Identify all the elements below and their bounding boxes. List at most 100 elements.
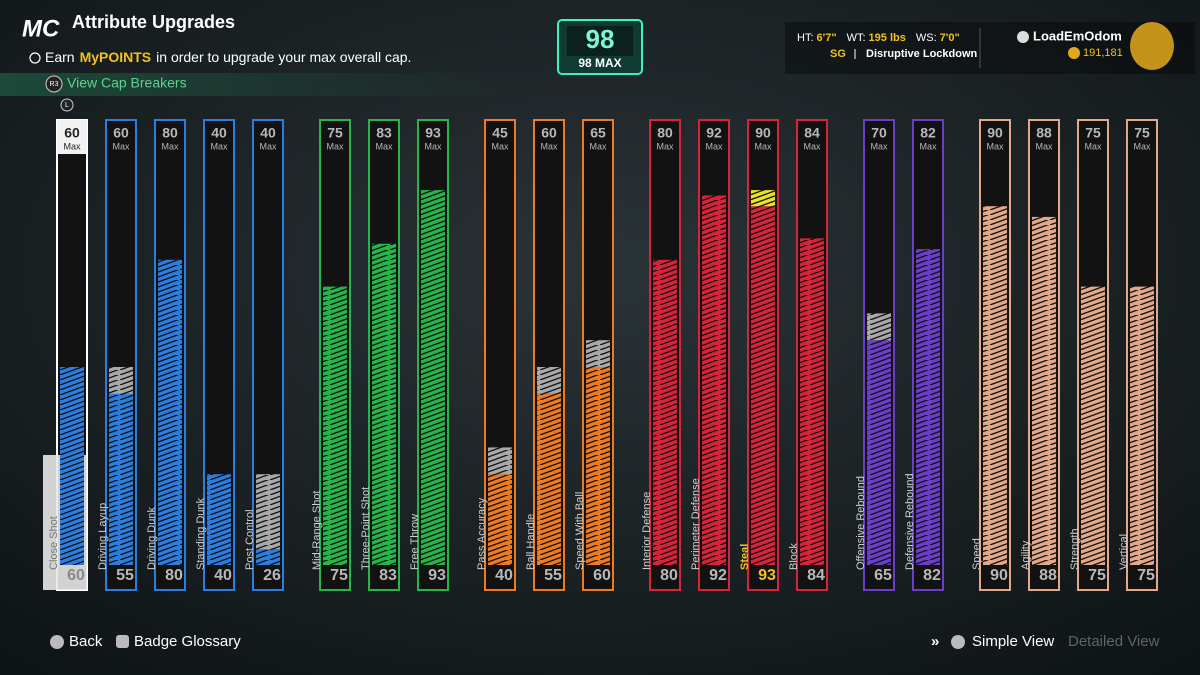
current-value: 40: [495, 567, 513, 584]
attribute-name: Free Throw: [409, 514, 421, 570]
current-value: 55: [544, 567, 562, 584]
current-value: 40: [214, 567, 232, 584]
max-value: 84: [804, 125, 820, 141]
player-panel: HT: 6'7" WT: 195 lbs WS: 7'0" SG Disruptive L…: [785, 22, 1195, 74]
info-mypoints: MyPOINTS: [80, 49, 152, 65]
max-label: Max: [919, 141, 937, 151]
max-value: 75: [1134, 125, 1150, 141]
current-value: 60: [593, 567, 611, 584]
bar-fill: [916, 249, 940, 565]
max-label: Max: [1084, 141, 1102, 151]
bar-fill: [867, 340, 891, 565]
cap-breakers-label[interactable]: View Cap Breakers: [67, 75, 187, 91]
attribute-name: Driving Layup: [97, 503, 109, 570]
bar-fill: [60, 367, 84, 565]
wingspan-label: WS:: [916, 32, 937, 44]
cap-breakers-bg: [0, 73, 500, 96]
attribute-name: Speed With Ball: [574, 492, 586, 570]
bar-fill: [323, 286, 347, 565]
cap-breakers-button[interactable]: R3 View Cap Breakers: [0, 73, 500, 96]
circle-icon: [50, 635, 64, 649]
max-value: 93: [425, 125, 441, 141]
attribute-name: Defensive Rebound: [904, 473, 916, 570]
bio-line: HT: 6'7" WT: 195 lbs WS: 7'0": [797, 32, 960, 44]
current-value: 92: [709, 567, 727, 584]
glossary-label[interactable]: Badge Glossary: [134, 633, 241, 650]
overall-inner: [567, 26, 633, 56]
bar-fill: [1081, 286, 1105, 565]
max-label: Max: [424, 141, 442, 151]
attribute-name: Vertical: [1118, 534, 1130, 570]
max-value: 60: [113, 125, 129, 141]
simple-view[interactable]: Simple View: [972, 633, 1054, 650]
detailed-view[interactable]: Detailed View: [1068, 633, 1160, 650]
bar-fill: [256, 549, 280, 565]
max-value: 70: [871, 125, 887, 141]
bar-fill: [586, 367, 610, 565]
max-value: 40: [211, 125, 227, 141]
selected-top: [57, 120, 87, 154]
r3-icon: [45, 75, 63, 93]
height: 6'7": [817, 32, 837, 44]
overall-value: 98: [586, 24, 615, 54]
max-label: Max: [656, 141, 674, 151]
attribute-name: Pass Accuracy: [476, 497, 488, 570]
current-value: 93: [758, 567, 776, 584]
attribute-name: Three-Point Shot: [360, 487, 372, 570]
attribute-name: Standing Dunk: [195, 497, 207, 570]
currency: 191,181: [1083, 47, 1123, 59]
r3-label: R3: [50, 81, 59, 88]
max-value: 45: [492, 125, 508, 141]
current-value: 75: [330, 567, 348, 584]
back-label[interactable]: Back: [69, 633, 103, 650]
ps-icon: [1017, 31, 1029, 43]
attribute-name: Speed: [971, 538, 983, 570]
max-label: Max: [705, 141, 723, 151]
current-value: 75: [1137, 567, 1155, 584]
attribute-name: Strength: [1069, 528, 1081, 570]
max-label: Max: [589, 141, 607, 151]
max-value: 80: [162, 125, 178, 141]
overall-label: 98 MAX: [578, 56, 621, 70]
attribute-name: Steal: [739, 544, 751, 570]
footer: Back Badge Glossary » Simple View Detail…: [50, 633, 1160, 650]
title: Attribute Upgrades: [72, 12, 235, 32]
max-value: 75: [1085, 125, 1101, 141]
wingspan: 7'0": [940, 32, 960, 44]
info-earn: Earn: [45, 49, 75, 65]
arrows-icon: »: [931, 633, 939, 650]
max-label: Max: [375, 141, 393, 151]
bar-fill: [702, 195, 726, 566]
coin-icon: [1068, 47, 1080, 59]
max-label: Max: [1035, 141, 1053, 151]
info-text: Earn MyPOINTS in order to upgrade your max…: [45, 49, 411, 65]
attribute-name: Interior Defense: [641, 492, 653, 570]
max-value: 82: [920, 125, 936, 141]
current-value: 90: [990, 567, 1008, 584]
attribute-name: Agility: [1020, 540, 1032, 570]
bar-fill: [653, 259, 677, 565]
bar-fill: [751, 206, 775, 565]
max-value: 65: [590, 125, 606, 141]
bar-fill: [421, 190, 445, 565]
bar-fill: [800, 238, 824, 566]
max-label: Max: [754, 141, 772, 151]
max-value: 80: [657, 125, 673, 141]
current-value: 84: [807, 567, 825, 584]
bar-fill: [1032, 216, 1056, 566]
max-value: 90: [987, 125, 1003, 141]
square-icon: [116, 635, 129, 648]
l-icon: [60, 98, 74, 112]
max-value: 90: [755, 125, 771, 141]
max-value: 88: [1036, 125, 1052, 141]
current-value: 80: [165, 567, 183, 584]
l-label: L: [65, 102, 69, 109]
bar-pending: [488, 447, 512, 475]
current-value: 80: [660, 567, 678, 584]
current-value: 83: [379, 567, 397, 584]
attribute-name: Post Control: [244, 509, 256, 570]
max-label: Max: [161, 141, 179, 151]
current-value: 26: [263, 567, 281, 584]
max-label: Max: [210, 141, 228, 151]
